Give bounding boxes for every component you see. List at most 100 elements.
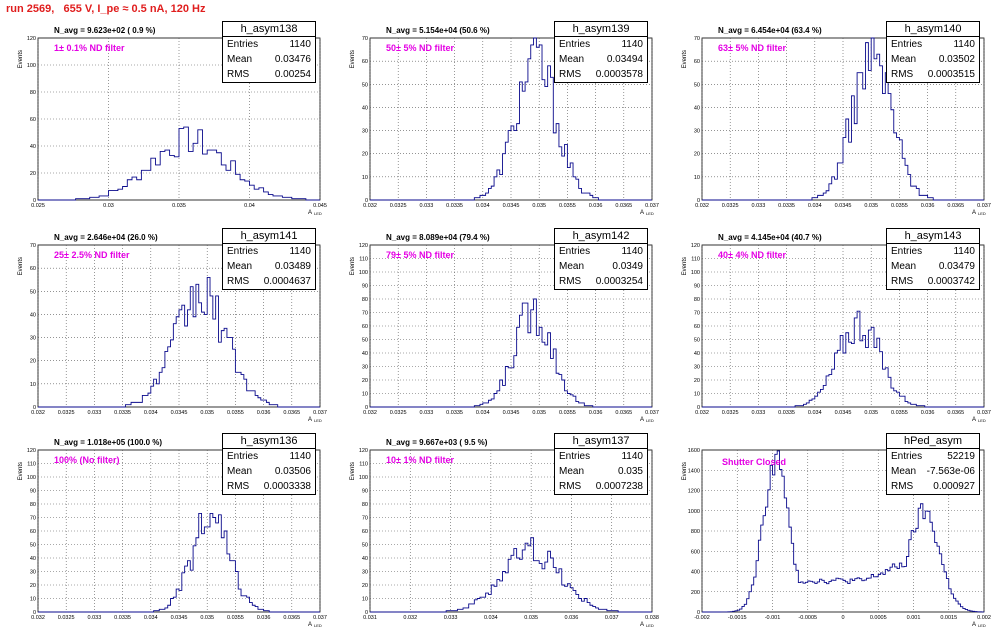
- x-tick-label: 0.033: [752, 410, 766, 416]
- y-axis-label: Events: [350, 257, 356, 275]
- stat-row-entries: Entries 1140: [555, 244, 647, 259]
- y-tick-label: 80: [362, 502, 368, 508]
- x-tick-label: 0.034: [808, 203, 822, 209]
- x-tick-label: 0.036: [589, 203, 603, 209]
- x-tick-label: 0.0365: [947, 410, 964, 416]
- y-tick-label: 70: [362, 516, 368, 522]
- x-axis-label-sub: LED: [978, 418, 986, 423]
- histogram-series: [38, 276, 320, 408]
- stat-row-entries: Entries 1140: [555, 449, 647, 464]
- y-tick-label: 10: [694, 175, 700, 181]
- stat-row-rms: RMS 0.00254: [223, 67, 315, 82]
- y-tick-label: 40: [362, 351, 368, 357]
- x-tick-label: 0.032: [363, 410, 377, 416]
- navg-label: N_avg = 4.145e+04 (40.7 %): [718, 233, 822, 242]
- x-tick-label: 0.036: [921, 410, 935, 416]
- y-tick-label: 30: [30, 570, 36, 576]
- stat-row-entries: Entries 1140: [555, 37, 647, 52]
- x-tick-label: 0.0335: [446, 203, 463, 209]
- stat-label: Mean: [227, 466, 253, 477]
- x-axis-label: A: [308, 210, 312, 216]
- stats-box: h_asym136 Entries 1140 Mean 0.03506 RMS 0.0003…: [222, 433, 316, 495]
- y-tick-label: 90: [362, 489, 368, 495]
- histogram-title: h_asym142: [555, 229, 647, 244]
- x-tick-label: 0.0325: [390, 203, 407, 209]
- x-axis-label-sub: LED: [314, 418, 322, 423]
- x-tick-label: 0.0345: [503, 410, 520, 416]
- filter-note: 63± 5% ND filter: [718, 43, 786, 53]
- x-tick-label: 0.035: [172, 203, 186, 209]
- y-tick-label: 10: [694, 392, 700, 398]
- y-tick-label: 110: [359, 462, 368, 468]
- stat-label: RMS: [559, 69, 582, 80]
- x-axis-label-sub: LED: [646, 211, 654, 216]
- y-tick-label: 100: [27, 475, 36, 481]
- y-tick-label: 110: [691, 257, 700, 263]
- y-tick-label: 80: [30, 502, 36, 508]
- stat-value: 0.00254: [274, 69, 311, 80]
- x-tick-label: 0.04: [244, 203, 255, 209]
- stat-value: 0.035: [617, 466, 643, 477]
- x-tick-label: 0.0335: [778, 203, 795, 209]
- y-tick-label: 0: [697, 610, 700, 616]
- histogram-panel-h_asym136: 0.032 0.0325 0.033 0.0335 0.034 0.0345 0.035 0.…: [0, 430, 332, 637]
- stat-value: 0.0003338: [263, 481, 311, 492]
- x-tick-label: 0.0005: [870, 615, 887, 621]
- y-tick-label: 1600: [688, 448, 700, 454]
- x-tick-label: 0.0345: [503, 203, 520, 209]
- y-tick-label: 0: [697, 405, 700, 411]
- x-tick-label: 0.0325: [390, 410, 407, 416]
- x-tick-label: 0.035: [864, 410, 878, 416]
- y-tick-label: 120: [359, 448, 368, 454]
- y-tick-label: 20: [362, 152, 368, 158]
- histogram-panel-h_asym140: 0.032 0.0325 0.033 0.0335 0.034 0.0345 0.035 0.…: [664, 18, 996, 225]
- y-tick-label: 70: [362, 311, 368, 317]
- navg-label: N_avg = 6.454e+04 (63.4 %): [718, 26, 822, 35]
- stat-row-rms: RMS 0.0003742: [887, 274, 979, 289]
- stat-label: Mean: [227, 261, 253, 272]
- stat-label: Entries: [891, 246, 923, 257]
- y-tick-label: 30: [362, 129, 368, 135]
- x-tick-label: 0.035: [200, 615, 214, 621]
- y-tick-label: 30: [362, 365, 368, 371]
- x-tick-label: 0.032: [403, 615, 417, 621]
- y-tick-label: 110: [27, 462, 36, 468]
- stat-label: RMS: [891, 481, 914, 492]
- y-tick-label: 30: [362, 570, 368, 576]
- y-tick-label: 50: [362, 82, 368, 88]
- stat-row-entries: Entries 1140: [223, 37, 315, 52]
- y-tick-label: 100: [27, 63, 36, 69]
- stat-row-rms: RMS 0.0004637: [223, 274, 315, 289]
- x-tick-label: 0.0345: [835, 203, 852, 209]
- y-tick-label: 60: [694, 324, 700, 330]
- histogram-series: [38, 513, 320, 613]
- y-tick-label: 80: [362, 297, 368, 303]
- y-tick-label: 50: [362, 338, 368, 344]
- x-tick-label: 0.036: [589, 410, 603, 416]
- stats-box: h_asym139 Entries 1140 Mean 0.03494 RMS 0.0003…: [554, 21, 648, 83]
- y-axis-label: Events: [350, 50, 356, 68]
- x-tick-label: 0: [841, 615, 844, 621]
- stat-row-mean: Mean 0.03502: [887, 52, 979, 67]
- x-tick-label: 0.032: [363, 203, 377, 209]
- x-tick-label: 0.0345: [835, 410, 852, 416]
- y-tick-label: 110: [359, 257, 368, 263]
- x-tick-label: 0.0355: [891, 203, 908, 209]
- navg-label: N_avg = 1.018e+05 (100.0 %): [54, 438, 163, 447]
- y-tick-label: 70: [30, 243, 36, 249]
- y-tick-label: 60: [30, 529, 36, 535]
- histogram-series: [370, 298, 652, 408]
- filter-note: 40± 4% ND filter: [718, 250, 786, 260]
- x-tick-label: 0.033: [420, 410, 434, 416]
- y-axis-label: Events: [18, 462, 24, 480]
- x-tick-label: 0.0325: [722, 410, 739, 416]
- stat-label: Mean: [891, 261, 917, 272]
- x-tick-label: -0.0005: [798, 615, 817, 621]
- x-tick-label: -0.001: [765, 615, 781, 621]
- filter-note: 50± 5% ND filter: [386, 43, 454, 53]
- x-tick-label: 0.034: [144, 615, 158, 621]
- x-tick-label: 0.0355: [227, 410, 244, 416]
- stat-label: Entries: [559, 246, 591, 257]
- stat-row-entries: Entries 52219: [887, 449, 979, 464]
- y-tick-label: 50: [694, 338, 700, 344]
